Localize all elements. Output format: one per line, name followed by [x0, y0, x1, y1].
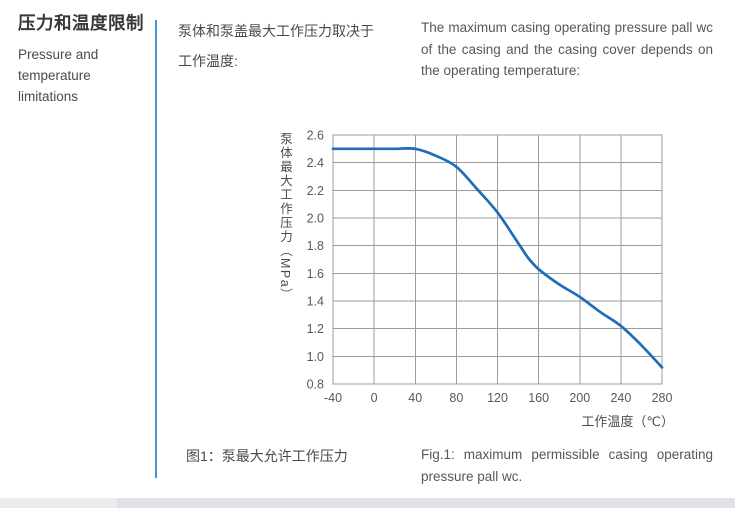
- x-axis-title: 工作温度（℃）: [581, 414, 674, 429]
- section-title-zh: 压力和温度限制: [18, 13, 144, 33]
- y-tick-label: 2.0: [307, 212, 324, 226]
- x-tick-label: 240: [610, 391, 631, 405]
- x-tick-label: 40: [408, 391, 422, 405]
- section-divider-line: [155, 20, 157, 478]
- figure-caption-en: Fig.1: maximum permissible casing operat…: [421, 447, 713, 484]
- figure-caption-zh: 图1：泵最大允许工作压力: [186, 448, 348, 464]
- x-tick-label: 0: [371, 391, 378, 405]
- intro-paragraph-zh: 泵体和泵盖最大工作压力取决于 工作温度:: [178, 23, 374, 69]
- y-axis-label: 泵体最大工作压力（MPa）: [278, 132, 292, 303]
- y-tick-label: 1.6: [307, 267, 324, 281]
- y-tick-label: 2.6: [307, 129, 324, 143]
- x-tick-label: 120: [487, 391, 508, 405]
- y-tick-label: 1.4: [307, 295, 324, 309]
- x-tick-label: 280: [652, 391, 673, 405]
- y-tick-label: 1.2: [307, 322, 324, 336]
- y-tick-label: 2.4: [307, 156, 324, 170]
- section-header: 压力和温度限制 Pressure and temperature limitat…: [18, 10, 144, 107]
- pressure-temperature-chart: 0.8 1.0 1.2 1.4 1.6 1.8 2.0 2.2 2.4 2.6 -40 0 40 80 12…: [307, 129, 674, 430]
- footer-bar-right: [117, 498, 735, 508]
- footer-bar-left: [0, 498, 117, 508]
- intro-paragraph-en: The maximum casing operating pressure pa…: [421, 20, 713, 78]
- x-tick-label: 160: [528, 391, 549, 405]
- data-curve: [331, 146, 664, 369]
- x-tick-label: -40: [324, 391, 342, 405]
- y-tick-label: 1.0: [307, 350, 324, 364]
- x-tick-label: 80: [449, 391, 463, 405]
- plot-frame: [332, 134, 663, 385]
- y-tick-label: 2.2: [307, 184, 324, 198]
- x-tick-label: 200: [569, 391, 590, 405]
- y-tick-label: 0.8: [307, 378, 324, 392]
- section-title-en: Pressure and temperature limitations: [18, 47, 99, 104]
- y-tick-label: 1.8: [307, 239, 324, 253]
